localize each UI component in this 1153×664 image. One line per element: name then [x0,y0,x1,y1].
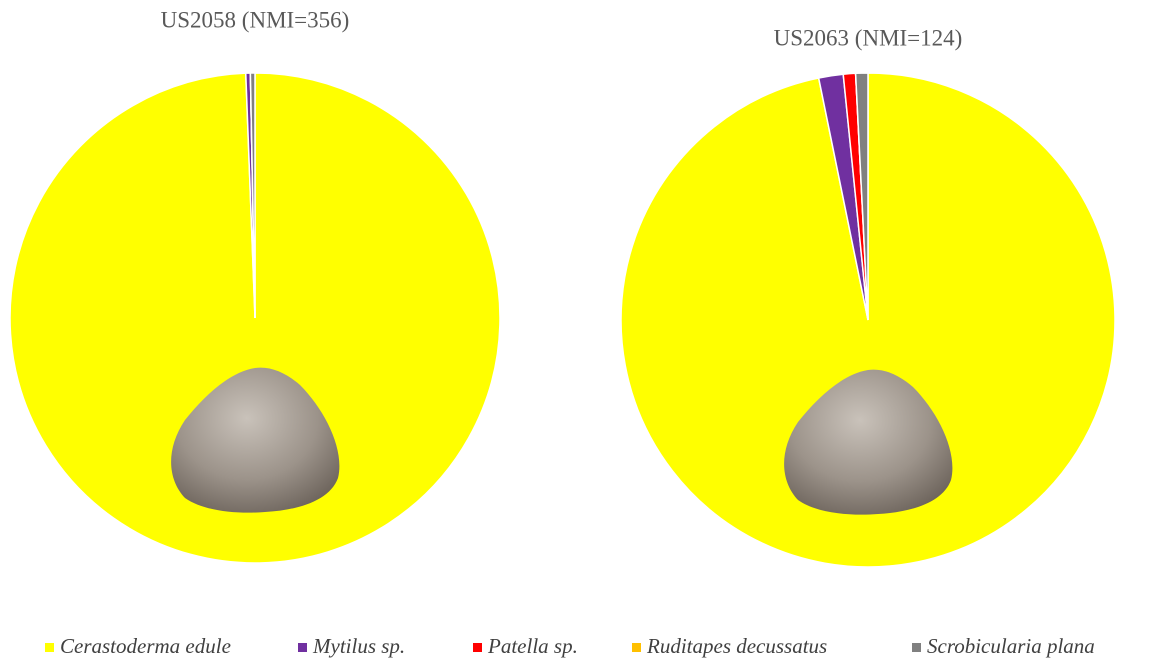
legend-label: Ruditapes decussatus [646,634,827,658]
legend: Cerastoderma edule Mytilus sp. Patella sp.… [45,634,1095,658]
legend-swatch [298,643,307,652]
legend-swatch [45,643,54,652]
legend-swatch [632,643,641,652]
pie-slice [249,72,256,319]
chart-title: US2063 (NMI=124) [774,25,963,50]
shell [784,369,953,515]
pie-slice [854,72,869,321]
legend-swatch [912,643,921,652]
legend-label: Cerastoderma edule [60,634,231,658]
legend-label: Mytilus sp. [312,634,405,658]
shell-image [171,367,953,515]
shell [171,367,340,513]
chart-title: US2058 (NMI=356) [161,7,350,32]
pies: US2058 (NMI=356) US2063 (NMI=124) [9,7,1116,568]
legend-label: Patella sp. [487,634,578,658]
legend-label: Scrobicularia plana [927,634,1095,658]
legend-swatch [473,643,482,652]
